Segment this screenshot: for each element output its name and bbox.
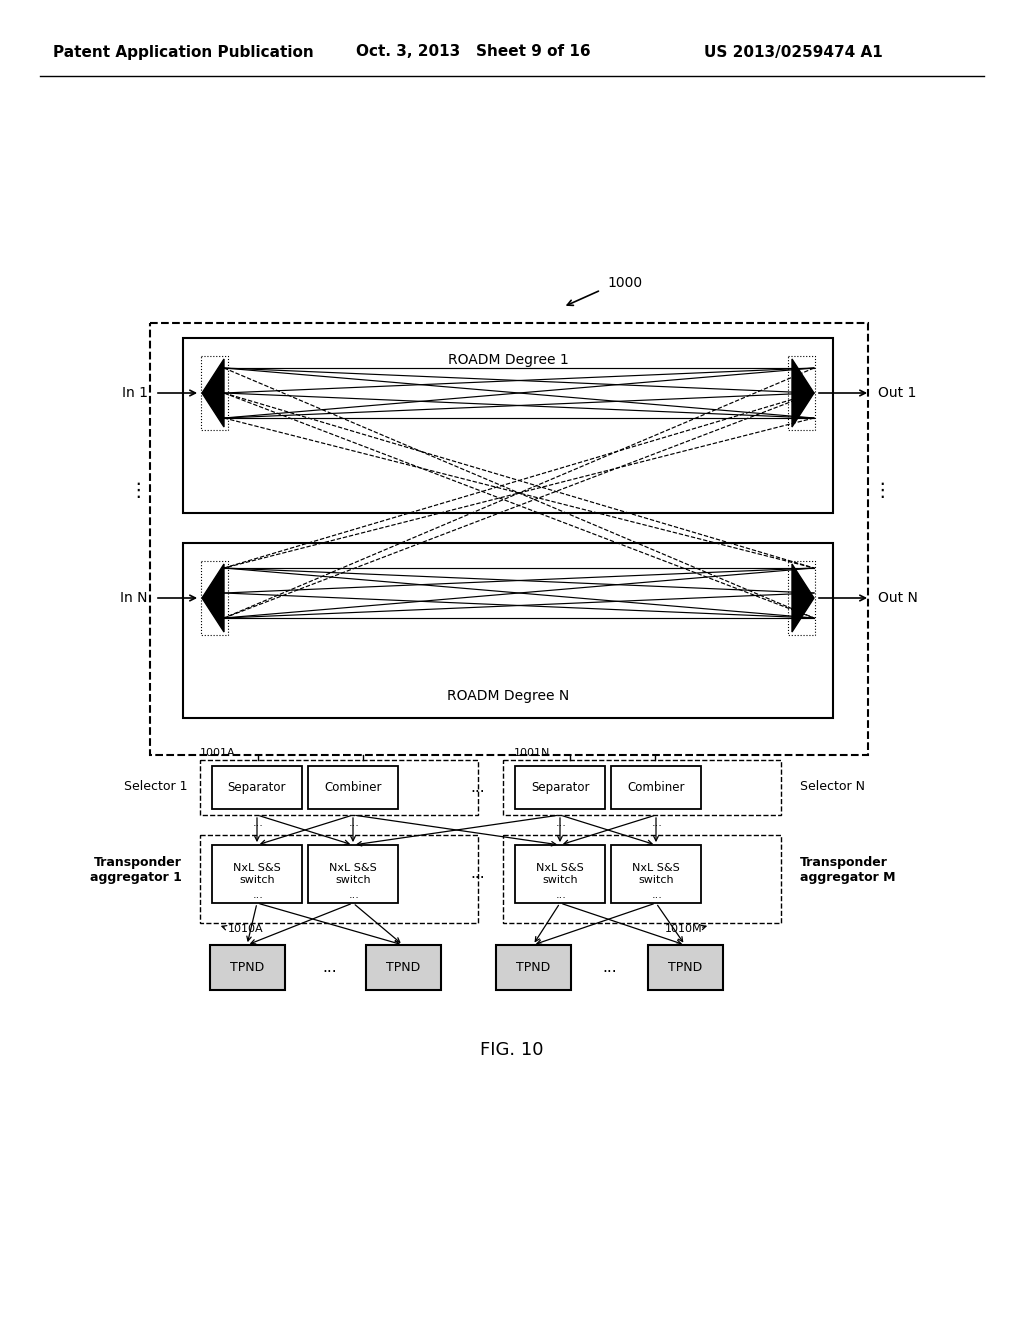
Text: ROADM Degree N: ROADM Degree N (446, 689, 569, 704)
Text: ⋮: ⋮ (128, 480, 147, 499)
Text: 1010M: 1010M (665, 924, 702, 935)
Bar (503, 836, 781, 923)
Text: ⋮: ⋮ (872, 480, 892, 499)
Text: ...: ... (253, 818, 263, 828)
Text: Selector N: Selector N (800, 780, 865, 793)
Text: TPND: TPND (516, 961, 550, 974)
Text: TPND: TPND (386, 961, 420, 974)
Text: Combiner: Combiner (325, 781, 382, 795)
Polygon shape (202, 564, 224, 632)
Polygon shape (792, 359, 814, 426)
Polygon shape (202, 359, 224, 426)
Bar (647, 945, 723, 990)
Text: Transponder
aggregator M: Transponder aggregator M (800, 855, 896, 884)
Text: Patent Application Publication: Patent Application Publication (52, 45, 313, 59)
Bar (210, 945, 285, 990)
Bar (366, 945, 440, 990)
Bar (200, 760, 478, 814)
Bar (611, 766, 701, 809)
Bar (201, 561, 228, 635)
Text: ...: ... (471, 866, 485, 882)
Text: ...: ... (253, 890, 263, 900)
Text: ...: ... (603, 960, 617, 975)
Text: TPND: TPND (229, 961, 264, 974)
Text: Out 1: Out 1 (878, 385, 916, 400)
Text: Out N: Out N (878, 591, 918, 605)
Text: 1001N: 1001N (514, 748, 550, 758)
Text: 1010A: 1010A (228, 924, 263, 935)
Text: Transponder
aggregator 1: Transponder aggregator 1 (90, 855, 182, 884)
Text: FIG. 10: FIG. 10 (480, 1041, 544, 1059)
Text: ...: ... (651, 818, 663, 828)
Text: ...: ... (348, 818, 359, 828)
Text: Selector 1: Selector 1 (125, 780, 188, 793)
Text: ROADM Degree 1: ROADM Degree 1 (447, 352, 568, 367)
Text: Separator: Separator (227, 781, 287, 795)
Bar (183, 543, 833, 718)
Bar (212, 766, 302, 809)
Bar (515, 845, 605, 903)
Bar (515, 766, 605, 809)
Text: NxL S&S
switch: NxL S&S switch (233, 863, 281, 884)
Text: NxL S&S
switch: NxL S&S switch (632, 863, 680, 884)
Text: ...: ... (651, 890, 663, 900)
Bar (503, 760, 781, 814)
Text: Separator: Separator (530, 781, 589, 795)
Text: TPND: TPND (668, 961, 702, 974)
Bar (201, 356, 228, 430)
Text: US 2013/0259474 A1: US 2013/0259474 A1 (703, 45, 883, 59)
Bar (183, 338, 833, 513)
Bar (788, 561, 815, 635)
Bar (150, 323, 868, 755)
Text: ...: ... (323, 960, 337, 975)
Text: ...: ... (348, 890, 359, 900)
Bar (212, 845, 302, 903)
Text: Oct. 3, 2013   Sheet 9 of 16: Oct. 3, 2013 Sheet 9 of 16 (355, 45, 590, 59)
Text: 1001A: 1001A (200, 748, 236, 758)
Text: ...: ... (471, 780, 485, 795)
Text: ...: ... (556, 890, 566, 900)
Bar (200, 836, 478, 923)
Bar (611, 845, 701, 903)
Text: NxL S&S
switch: NxL S&S switch (537, 863, 584, 884)
Text: In N: In N (121, 591, 148, 605)
Bar (496, 945, 570, 990)
Text: 1000: 1000 (607, 276, 642, 290)
Polygon shape (792, 564, 814, 632)
Text: Combiner: Combiner (628, 781, 685, 795)
Bar (308, 766, 398, 809)
Bar (788, 356, 815, 430)
Bar (308, 845, 398, 903)
Text: ...: ... (556, 818, 566, 828)
Text: NxL S&S
switch: NxL S&S switch (329, 863, 377, 884)
Text: In 1: In 1 (122, 385, 148, 400)
